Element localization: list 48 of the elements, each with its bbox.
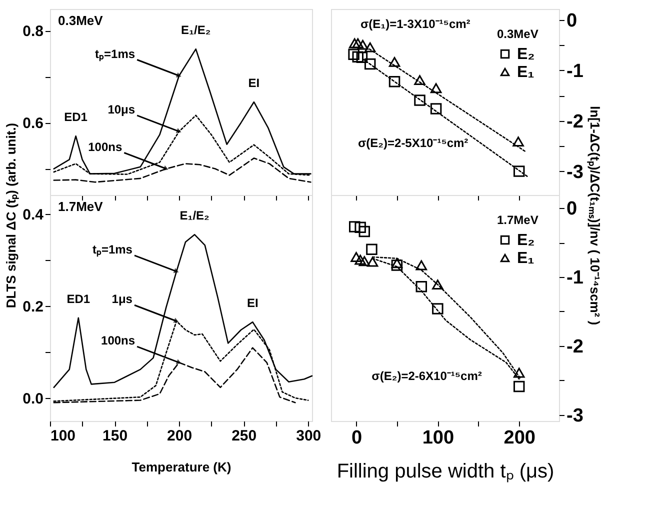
annotation: σ(E₂)=2-5X10⁻¹⁵cm²	[358, 136, 468, 150]
y-tick-label: 0.4	[22, 206, 44, 224]
annotation: σ(E₂)=2-6X10⁻¹⁵cm²	[372, 368, 482, 383]
annotation: EI	[248, 76, 260, 90]
x-axis-title: Temperature (K)	[132, 460, 232, 474]
text: tₚ=1ms	[95, 46, 136, 62]
x-tick-label: 100	[50, 428, 76, 444]
legend-title: 1.7MeV	[497, 213, 538, 227]
legend-label: E₂	[517, 46, 535, 63]
x-tick-label: 200	[504, 428, 536, 448]
annotation: ED1	[64, 110, 88, 124]
y-tick-label: -3	[566, 405, 584, 426]
y-tick-label: 0.2	[22, 298, 44, 316]
x-tick-label: 200	[167, 428, 192, 444]
legend-label: E₁	[517, 250, 535, 267]
y-tick-label: -2	[566, 336, 584, 358]
y-tick-label: -1	[566, 60, 584, 82]
x-tick-label: 0	[351, 428, 362, 448]
y-tick-label: 0.6	[22, 115, 44, 132]
text: tₚ=1ms	[92, 242, 133, 258]
x-tick-label: 300	[296, 428, 322, 444]
annotation: σ(E₁)=1-3X10⁻¹⁵cm²	[360, 16, 470, 31]
x-tick-label: 100	[422, 428, 454, 448]
y-tick-label: 0.8	[22, 23, 44, 40]
y-tick-label: -3	[566, 162, 584, 183]
y-tick-label: 0	[566, 198, 578, 220]
legend-title: 0.3MeV	[497, 27, 538, 41]
annotation: ED1	[66, 292, 90, 306]
x-axis-title: Filling pulse width tₚ (μs)	[336, 460, 554, 482]
legend-label: E₂	[517, 232, 535, 249]
y-tick-label: 0	[566, 10, 578, 32]
annotation: 1.7MeV	[58, 199, 104, 214]
text: 100ns	[88, 140, 122, 154]
x-tick-label: 250	[232, 428, 257, 444]
y-tick-label: 0.0	[22, 390, 44, 408]
text: 10μs	[108, 102, 136, 116]
text: 1μs	[112, 292, 133, 306]
y-axis-title: ln[1-ΔC(tₚ)/ΔC(t₁ₘₛ)]/nv ( 10⁻¹⁴scm² )	[586, 106, 602, 326]
annotation: EI	[246, 296, 258, 310]
y-tick-label: -1	[566, 267, 584, 288]
x-tick-label: 150	[102, 428, 128, 444]
text: 100ns	[101, 334, 136, 348]
annotation: 0.3MeV	[58, 13, 104, 28]
annotation: E₁/E₂	[180, 208, 210, 223]
legend-label: E₁	[517, 64, 535, 81]
y-axis-title: DLTS signal ΔC (tₚ) (arb. unit.)	[4, 122, 20, 308]
y-tick-label: -2	[566, 111, 584, 132]
annotation: E₁/E₂	[181, 23, 211, 38]
